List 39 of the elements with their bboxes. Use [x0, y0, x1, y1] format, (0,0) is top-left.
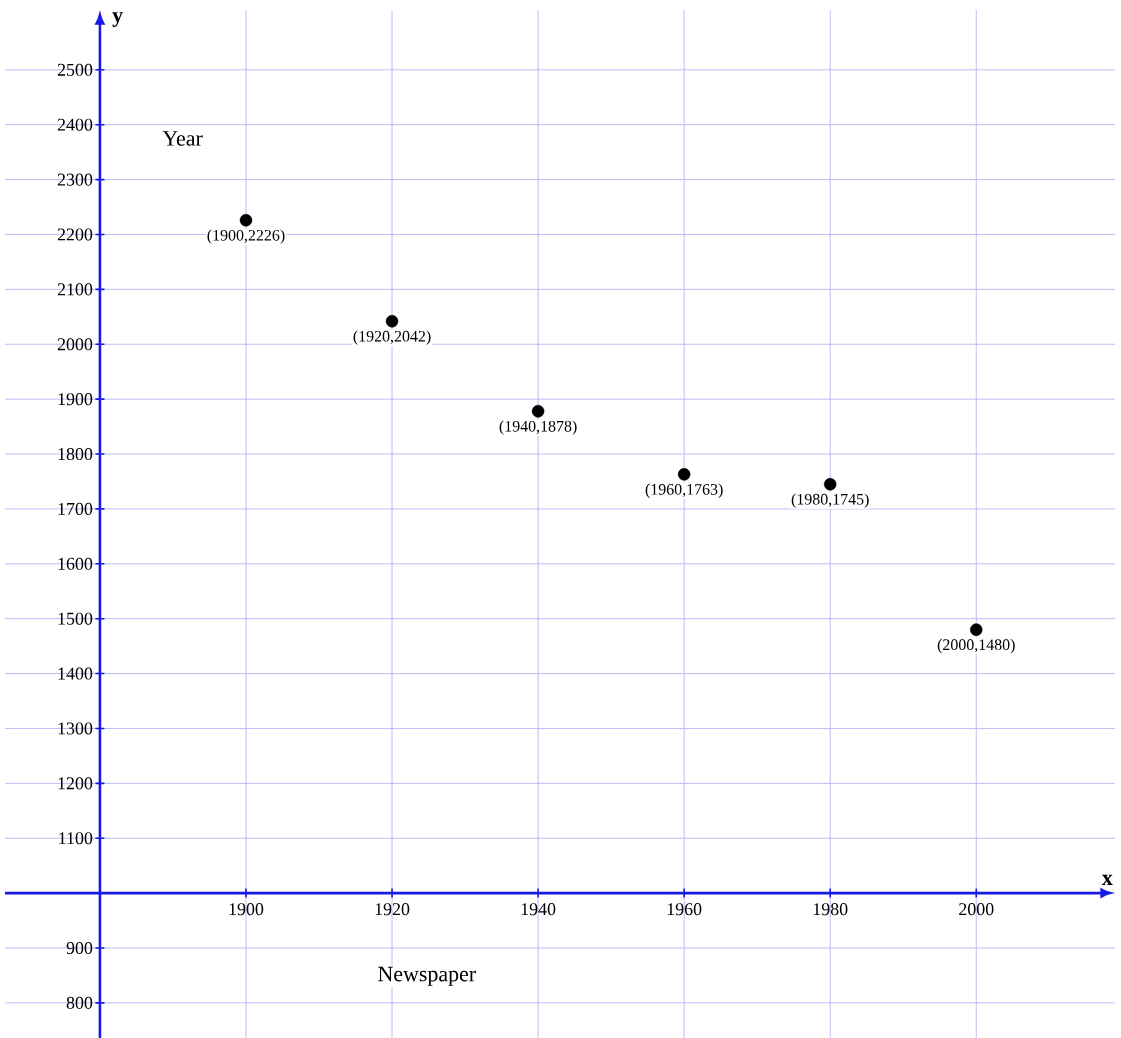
- y-tick-label: 1600: [58, 557, 93, 570]
- point: [385, 315, 399, 328]
- y-tick-label: 2000: [57, 338, 93, 351]
- point: [239, 214, 253, 227]
- y-tick-label: 1800: [58, 447, 93, 461]
- y-tick-label: 2400: [57, 118, 93, 131]
- annotation: (1920,2042): [353, 330, 431, 345]
- x-tick-label: 1920: [375, 903, 410, 916]
- annotation: (1980,1745): [791, 493, 869, 508]
- annotation: (1960,1763): [645, 483, 723, 498]
- annotation: (1940,1878): [499, 420, 577, 435]
- y-tick-label: 1900: [58, 393, 93, 406]
- y-tick-label: 2500: [57, 63, 93, 76]
- annotation: Year: [162, 131, 203, 146]
- annotation: (2000,1480): [937, 638, 1015, 654]
- y-tick-label: 1700: [58, 502, 93, 515]
- x-tick-label: 1900: [229, 903, 264, 916]
- point: [531, 405, 545, 418]
- x-tick-label: 1940: [521, 903, 556, 916]
- y-axis-title: y: [112, 12, 123, 27]
- point: [677, 468, 691, 481]
- y-tick-label: 1300: [58, 722, 93, 735]
- y-tick-label: 900: [66, 941, 93, 955]
- x-tick-label: 1960: [667, 903, 702, 916]
- y-tick-label: 1200: [58, 777, 93, 790]
- y-tick-label: 2200: [57, 228, 93, 241]
- x-tick-label: 1980: [813, 903, 848, 916]
- y-tick-label: 1500: [58, 612, 93, 625]
- y-tick-label: 2300: [57, 173, 93, 186]
- x-tick-label: 2000: [959, 903, 994, 916]
- x-axis-title: x: [1101, 874, 1113, 885]
- y-tick-label: 1100: [59, 832, 93, 845]
- point: [970, 623, 983, 636]
- y-tick-label: 800: [66, 996, 93, 1009]
- annotation: (1900,2226): [207, 229, 285, 244]
- y-tick-label: 1400: [58, 667, 93, 680]
- point: [824, 478, 837, 491]
- annotation: Newspaper: [378, 966, 476, 986]
- y-tick-label: 2100: [57, 283, 93, 296]
